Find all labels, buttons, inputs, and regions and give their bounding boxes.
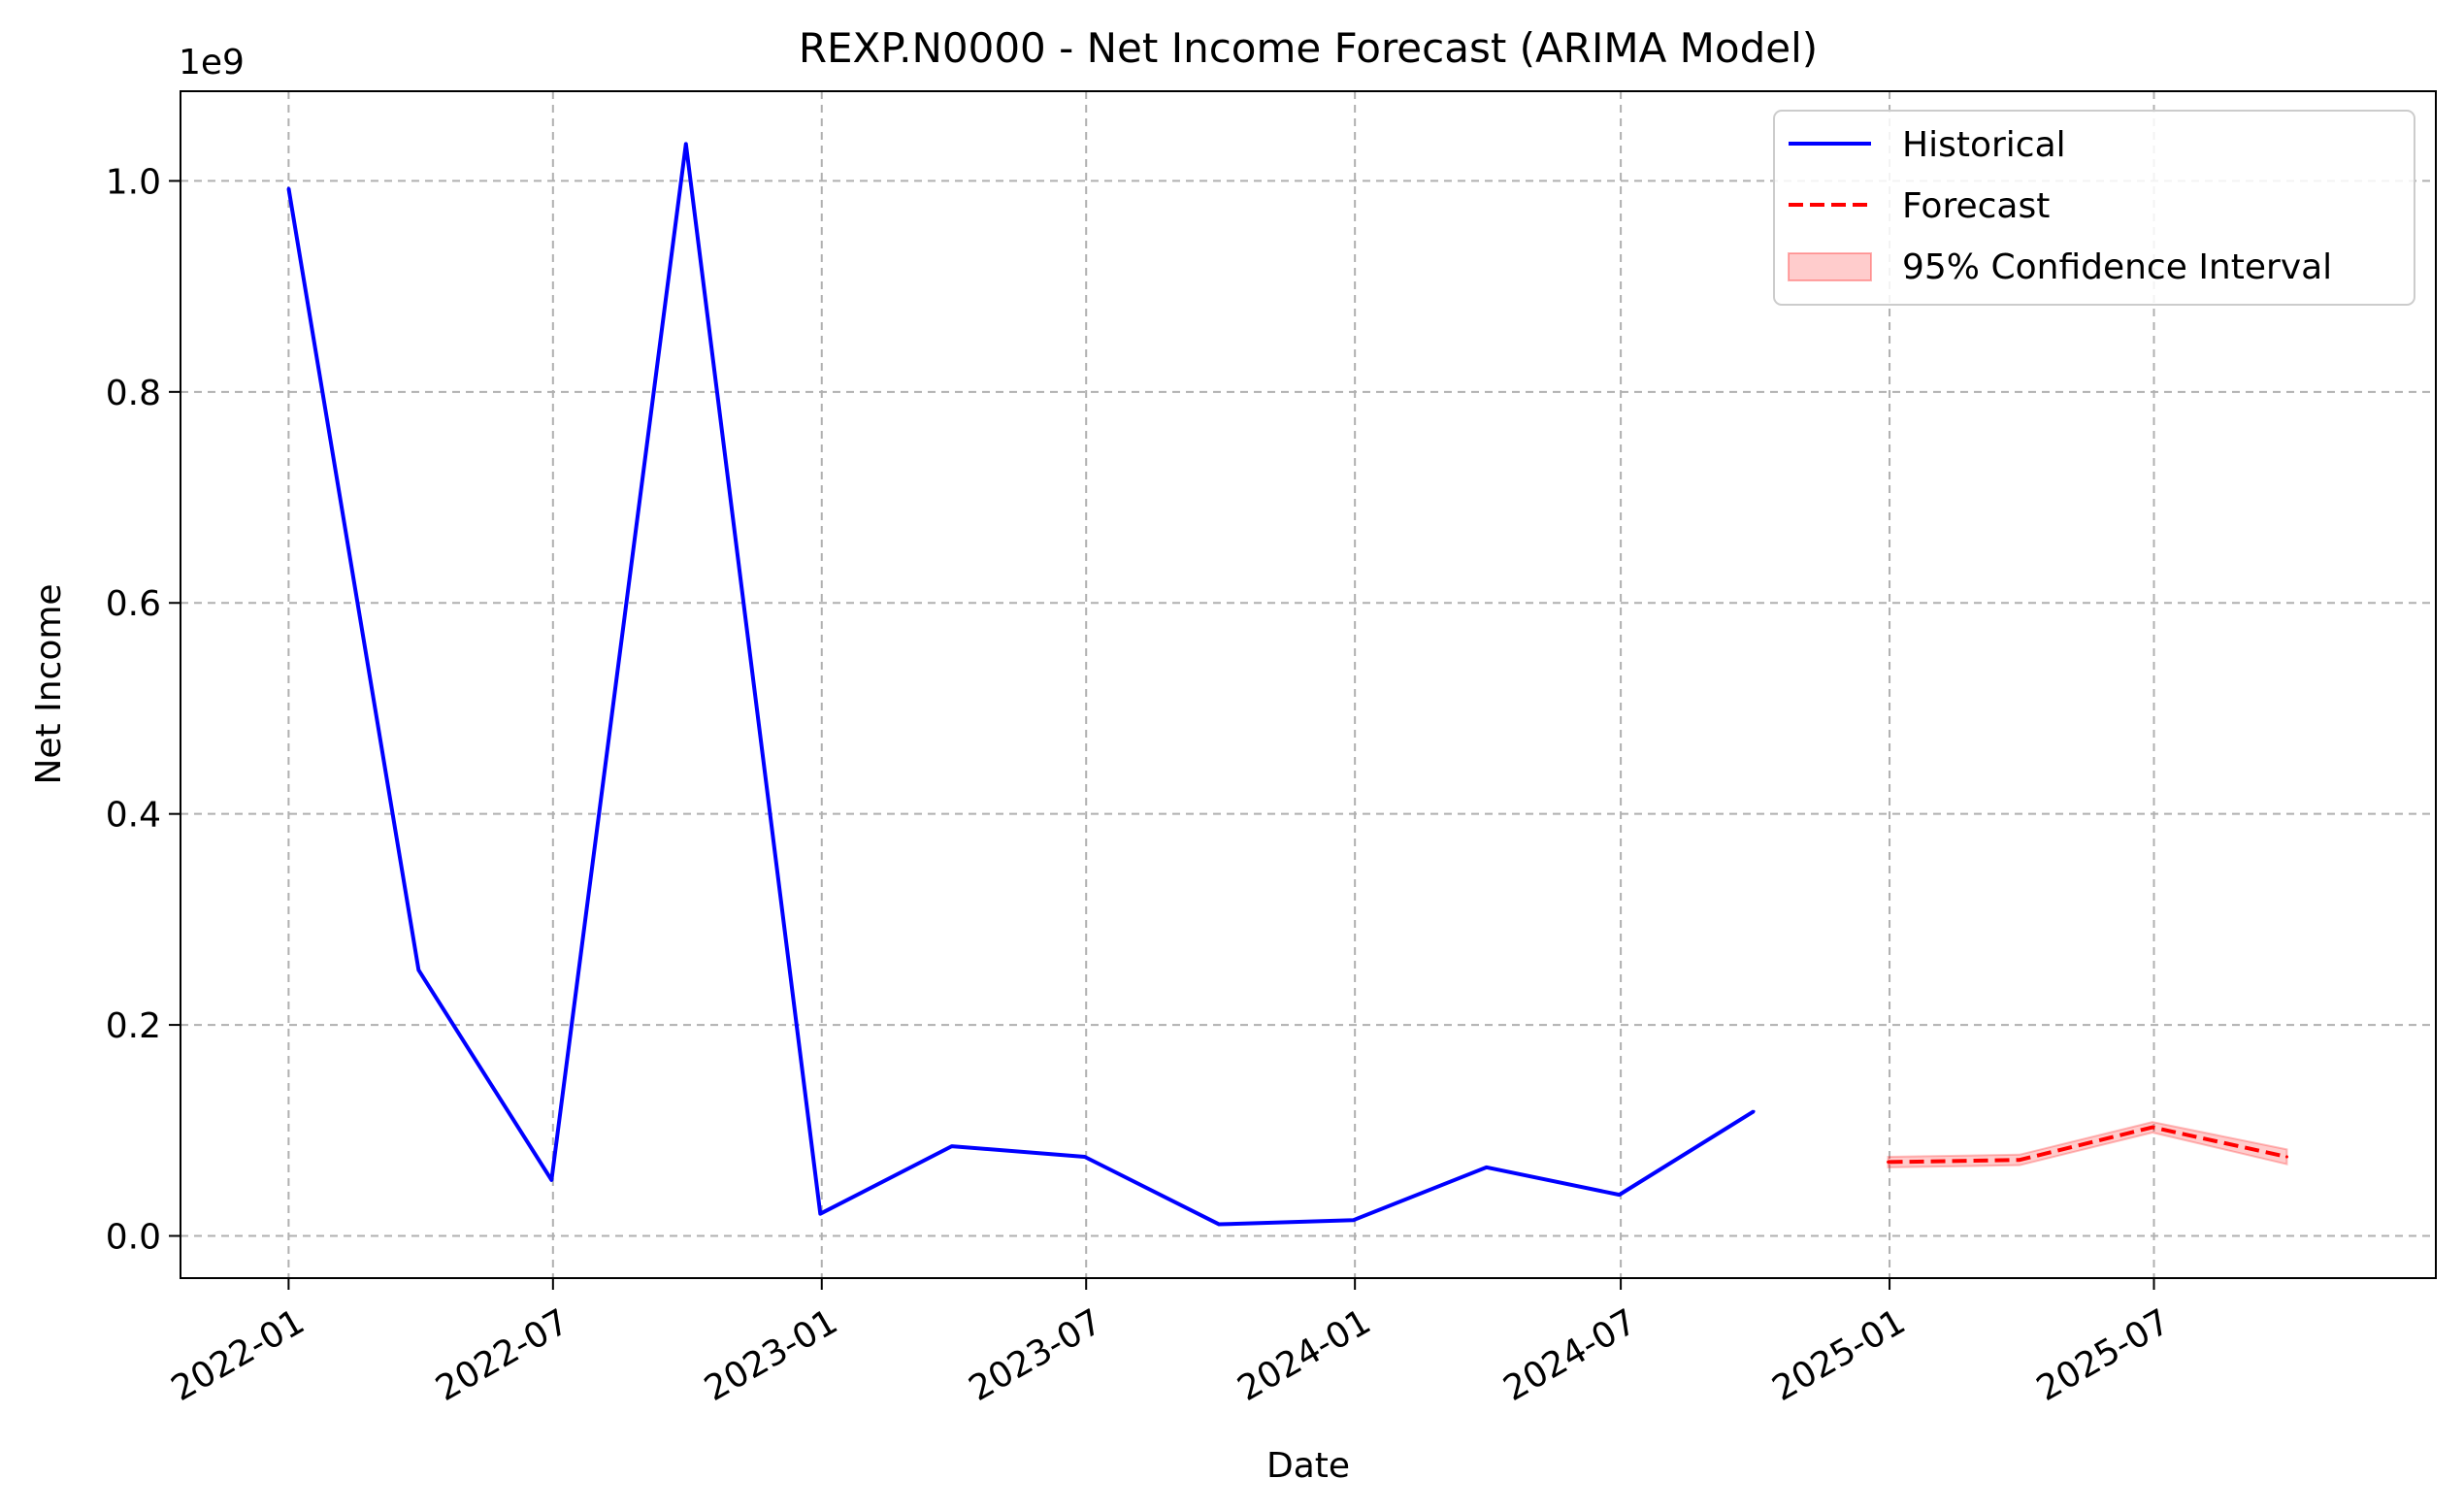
legend-confidence-label: 95% Confidence Interval <box>1902 247 2332 287</box>
y-tick-label: 1.0 <box>106 162 161 202</box>
data-point-historical <box>818 1212 822 1216</box>
y-tick-label: 0.6 <box>106 584 161 624</box>
y-axis-offset-label: 1e9 <box>179 43 245 82</box>
legend-confidence-swatch <box>1788 252 1872 281</box>
legend-box <box>1773 110 2415 306</box>
y-tick-label: 0.0 <box>106 1218 161 1258</box>
series-line-forecast <box>1888 1125 2287 1165</box>
legend-forecast-label: Forecast <box>1902 186 2050 226</box>
data-point-historical <box>684 142 688 146</box>
series-line-historical <box>286 142 1756 1227</box>
data-point-historical <box>416 969 420 972</box>
legend: Historical Forecast 95% Confidence Inter… <box>1773 110 2415 306</box>
x-axis-label: Date <box>1266 1446 1350 1486</box>
plot-frame <box>180 90 2437 1279</box>
data-point-historical <box>286 186 290 190</box>
y-tick-label: 0.2 <box>106 1006 161 1046</box>
legend-historical-label: Historical <box>1902 125 2066 165</box>
data-point-historical <box>1352 1218 1356 1222</box>
data-point-forecast <box>2284 1155 2288 1159</box>
data-point-historical <box>549 1178 553 1182</box>
series-layer <box>286 142 2288 1227</box>
data-point-historical <box>950 1144 954 1148</box>
y-tick-label: 0.4 <box>106 796 161 836</box>
data-point-forecast <box>1887 1160 1890 1164</box>
chart-title: REXP.N0000 - Net Income Forecast (ARIMA … <box>799 24 1818 72</box>
data-point-historical <box>1217 1223 1221 1227</box>
data-point-historical <box>1752 1109 1756 1113</box>
data-point-forecast <box>2018 1158 2021 1162</box>
y-tick-label: 0.8 <box>106 374 161 413</box>
data-point-historical <box>1485 1166 1489 1169</box>
y-axis-label: Net Income <box>29 583 69 784</box>
data-point-historical <box>1083 1155 1087 1159</box>
y-axis: 0.0 0.2 0.4 0.6 0.8 1.0 <box>106 162 181 1258</box>
data-point-historical <box>1618 1193 1622 1197</box>
data-point-forecast <box>2151 1126 2154 1130</box>
